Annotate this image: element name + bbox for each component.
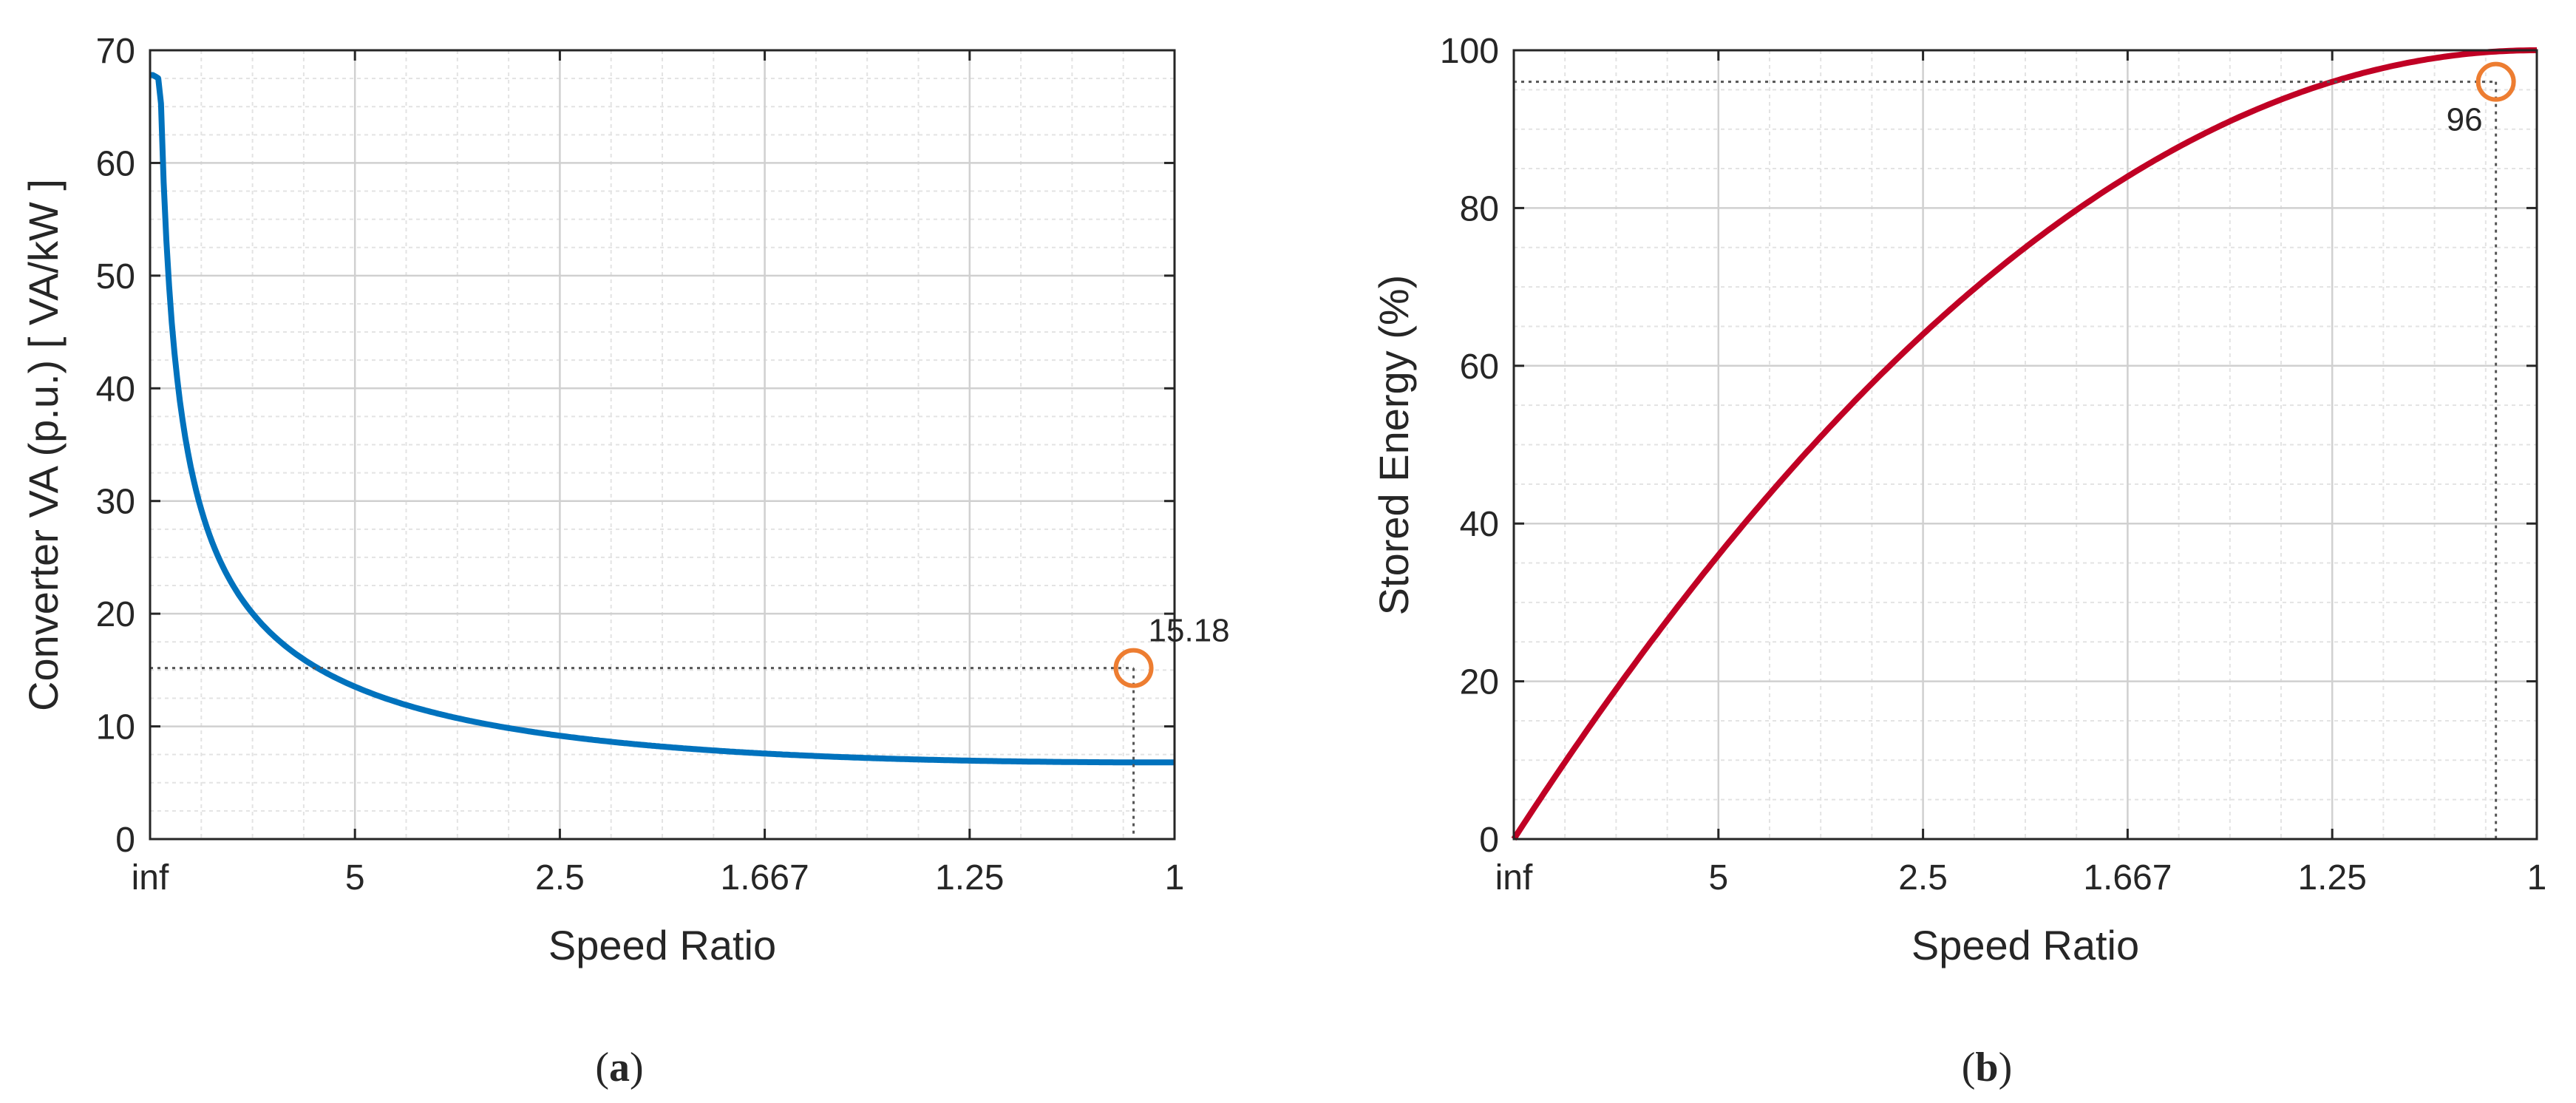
y-tick-label: 60 bbox=[96, 144, 135, 183]
x-tick-label: 1.25 bbox=[2297, 858, 2366, 897]
y-tick-label: 0 bbox=[115, 821, 135, 860]
annotation-label: 15.18 bbox=[1149, 613, 1230, 649]
panel-caption-b: (b) bbox=[1962, 1045, 2012, 1090]
y-tick-label: 20 bbox=[96, 595, 135, 634]
y-axis-label-a: Converter VA (p.u.) [ VA/kW ] bbox=[20, 179, 67, 711]
annotation-marker bbox=[2475, 61, 2516, 102]
minor-gridlines-b bbox=[1514, 50, 2537, 839]
y-tick-label: 20 bbox=[1460, 663, 1499, 702]
x-tick-labels-a: inf 5 2.5 1.667 1.25 1 bbox=[132, 858, 1185, 897]
x-tick-label: 1.667 bbox=[2083, 858, 2172, 897]
series-line bbox=[149, 72, 1177, 766]
y-tick-label: 40 bbox=[1460, 505, 1499, 544]
x-tick-label: 1 bbox=[2527, 858, 2547, 897]
annotation-marker bbox=[1113, 648, 1154, 688]
y-tick-label: 80 bbox=[1460, 189, 1499, 228]
minor-gridlines-a bbox=[150, 50, 1175, 839]
plot-frame-a bbox=[149, 49, 1176, 841]
tick-marks-b bbox=[1512, 49, 2538, 841]
x-tick-label: 1 bbox=[1165, 858, 1185, 897]
y-axis-label-b: Stored Energy (%) bbox=[1370, 275, 1417, 616]
annotation-label: 96 bbox=[2447, 102, 2483, 138]
x-tick-label: 2.5 bbox=[535, 858, 585, 897]
y-tick-label: 60 bbox=[1460, 347, 1499, 387]
y-tick-label: 100 bbox=[1440, 32, 1499, 71]
x-tick-label: 2.5 bbox=[1898, 858, 1948, 897]
y-tick-labels-b: 0 20 40 60 80 100 bbox=[1440, 32, 1499, 860]
x-tick-label: 5 bbox=[1708, 858, 1728, 897]
x-tick-label: inf bbox=[132, 858, 169, 897]
x-tick-labels-b: inf 5 2.5 1.667 1.25 1 bbox=[1495, 858, 2547, 897]
x-axis-label-b: Speed Ratio bbox=[1911, 922, 2139, 968]
y-tick-label: 50 bbox=[96, 257, 135, 296]
x-tick-label: 5 bbox=[345, 858, 365, 897]
y-tick-label: 70 bbox=[96, 32, 135, 71]
y-tick-label: 0 bbox=[1479, 821, 1499, 860]
plot-frame-b bbox=[1512, 49, 2538, 841]
tick-marks-a bbox=[149, 49, 1176, 841]
x-tick-label: 1.667 bbox=[721, 858, 809, 897]
panel-caption-a: (a) bbox=[595, 1045, 643, 1090]
x-axis-label-a: Speed Ratio bbox=[548, 922, 776, 968]
x-tick-label: inf bbox=[1495, 858, 1533, 897]
data-layer-a: 15.18 bbox=[149, 72, 1230, 839]
y-tick-labels-a: 0 10 20 30 40 50 60 70 bbox=[96, 32, 135, 860]
y-tick-label: 10 bbox=[96, 708, 135, 747]
y-tick-label: 30 bbox=[96, 483, 135, 522]
data-layer-b: 96 bbox=[1511, 47, 2537, 841]
chart-panel-a: 15.18 inf 5 2.5 1.667 1.25 1 010203040506070 … bbox=[20, 32, 1230, 1090]
x-tick-label: 1.25 bbox=[935, 858, 1004, 897]
chart-panel-b: 96 inf 5 2.5 1.667 1.25 1 0 20 40 60 80 100 Speed … bbox=[1370, 32, 2546, 1090]
y-tick-label: 40 bbox=[96, 370, 135, 409]
series-line bbox=[1511, 47, 2537, 841]
